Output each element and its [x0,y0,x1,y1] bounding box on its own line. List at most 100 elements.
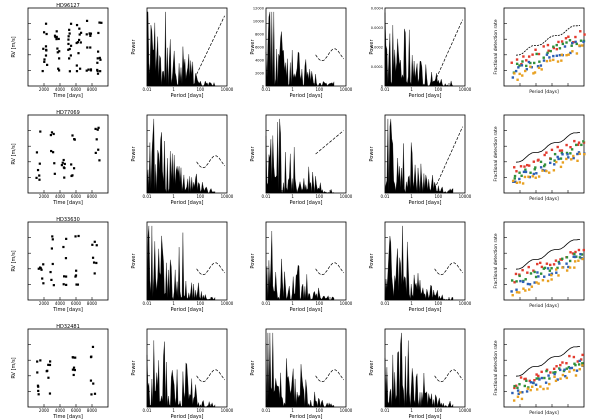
y-axis-label: Power [131,360,137,376]
periodogram-signal [384,332,454,408]
rv-point [89,32,93,35]
rv-point [94,151,97,155]
detection-point [572,156,575,160]
rv-point [79,41,82,44]
detection-point [560,149,564,152]
detection-point [532,269,535,272]
x-tick-label: 1 [291,194,294,199]
rv-point [71,174,74,177]
detection-point [555,54,559,57]
rv-point [100,21,103,24]
detection-point [531,175,534,178]
panel-r4-c2: Power Period [days] 0.01 1 100 10000 [131,328,234,420]
detection-point [541,279,545,282]
detection-point [565,376,569,380]
x-axis-label: Period [days] [290,200,323,206]
detection-point [573,362,576,365]
x-tick-label: 2000 [39,87,50,92]
x-tick-label: 1 [172,408,175,413]
rv-point [65,237,68,240]
detection-point [572,368,576,372]
significance-line [434,369,463,383]
x-tick-label: 10000 [340,301,353,306]
panel-r2-c1: HD77069 RV [m/s] Time [days]2000 4000 6000 80… [11,110,109,206]
detection-point [515,280,518,283]
detection-point [580,253,584,256]
detection-point [560,59,563,62]
rv-point [49,270,52,274]
rv-point [72,366,76,369]
detection-point [568,39,572,42]
detection-point [521,182,525,185]
rv-point [46,63,49,66]
detection-point [510,279,514,282]
detection-point [543,163,547,166]
rv-point [54,35,57,39]
detection-point [527,175,530,178]
x-tick-label: 100 [197,301,205,306]
detection-point [552,54,555,58]
periodogram-signal [384,12,454,87]
x-tick-label: 100 [435,87,443,92]
rv-point [36,360,39,363]
rv-point [61,161,64,164]
detection-point [558,47,562,50]
detection-point [556,378,559,381]
periodogram-signal [146,118,216,194]
detection-point [573,139,576,143]
detection-point [525,59,528,62]
detection-point [536,262,539,266]
detection-point [535,388,539,391]
detection-point [522,55,525,58]
x-tick-label: 100 [316,408,324,413]
detection-point [550,267,553,270]
detection-point [529,388,532,392]
rv-point [71,368,75,371]
periodogram-signal [265,11,335,87]
detection-point [574,363,577,367]
rv-point [94,127,97,131]
detection-point [533,168,536,171]
rv-point [68,57,71,60]
detection-point [567,156,570,159]
detection-point [535,281,538,284]
detection-point [566,153,569,156]
rv-point [91,345,95,349]
detection-point [559,258,562,261]
detection-point [537,275,540,278]
detection-point [518,273,521,276]
x-tick-label: 10000 [221,301,234,306]
rv-point [43,58,46,61]
y-axis-label: Power [250,39,256,55]
rv-point [45,49,48,52]
x-tick-label: 10000 [221,408,234,413]
rv-point [75,23,79,27]
detection-point [545,53,549,56]
y-axis-label: Power [250,360,256,376]
rv-point [76,283,80,286]
detection-point [535,377,538,380]
significance-line [315,130,344,155]
rv-point [51,262,54,266]
detection-point [580,143,583,147]
detection-point [522,287,525,290]
x-axis-label: Period [days] [409,200,442,206]
detection-point [578,44,581,47]
detection-point [576,143,580,146]
detection-point [572,255,575,258]
rv-point [56,47,59,50]
detection-point [520,174,523,177]
detection-point [555,365,558,368]
detection-point [568,266,572,269]
detection-point [521,268,524,272]
detection-point [570,148,574,151]
y-tick-label: 6000 [255,46,264,50]
rv-point [71,134,74,137]
y-axis-label: Power [369,253,375,269]
rv-point [89,46,92,49]
detection-point [549,157,552,161]
x-axis-label: Period [days] [529,89,559,95]
detection-point [550,272,554,275]
x-tick-label: 100 [197,87,205,92]
x-tick-label: 1 [410,408,413,413]
